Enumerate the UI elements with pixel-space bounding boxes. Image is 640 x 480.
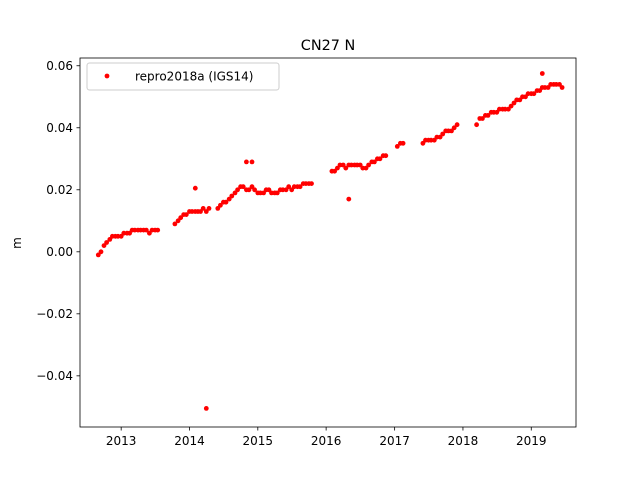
data-point (98, 249, 104, 255)
data-point (440, 131, 446, 137)
data-point (377, 156, 383, 162)
data-point (485, 113, 491, 118)
data-point (343, 165, 349, 171)
data-point (517, 97, 523, 103)
chart-title: CN27 N (301, 38, 355, 54)
axes: 2013 2014 2015 2016 2017 2018 2019 −0.04 −0.02 0.… (36, 57, 577, 448)
data-point (143, 227, 149, 233)
data-point (223, 199, 229, 205)
data-point (559, 85, 565, 90)
data-point (332, 168, 337, 174)
data-point (183, 212, 189, 218)
data-points (95, 71, 565, 411)
data-point (400, 140, 406, 146)
data-point (246, 187, 252, 193)
data-point (506, 106, 511, 112)
data-point (274, 190, 280, 196)
x-tick-label: 2016 (311, 434, 342, 448)
data-point (383, 153, 389, 159)
data-point (192, 185, 198, 191)
legend-marker (104, 73, 110, 79)
data-point (147, 230, 152, 236)
legend-label: repro2018a (IGS14) (135, 70, 253, 84)
data-point (394, 144, 400, 149)
data-point (346, 196, 352, 202)
data-point (240, 184, 246, 190)
data-point (95, 252, 101, 258)
y-tick-label: 0.00 (46, 245, 73, 259)
data-point (249, 159, 255, 165)
data-point (178, 215, 184, 221)
data-point (531, 91, 537, 97)
data-point (480, 116, 485, 121)
data-point (454, 122, 460, 128)
y-tick-label: 0.02 (46, 183, 73, 197)
data-point (297, 184, 303, 190)
data-point (203, 406, 209, 411)
data-point (539, 71, 545, 76)
data-point (449, 128, 454, 134)
data-point (451, 125, 457, 131)
data-point (286, 184, 292, 190)
y-tick-label: −0.02 (36, 307, 73, 321)
data-point (218, 202, 223, 208)
data-point (198, 209, 203, 214)
data-point (252, 187, 257, 193)
y-tick-label: −0.04 (36, 369, 73, 383)
data-point (200, 206, 206, 211)
legend-box (86, 62, 280, 91)
x-tick-label: 2014 (174, 434, 205, 448)
data-point (366, 162, 371, 168)
data-point (229, 193, 235, 199)
x-tick-label: 2017 (379, 434, 410, 448)
data-point (172, 221, 178, 227)
data-point (155, 227, 161, 233)
x-tick-label: 2019 (516, 434, 547, 448)
data-point (372, 159, 377, 165)
x-tick-label: 2015 (243, 434, 274, 448)
y-tick-label: 0.04 (46, 121, 73, 135)
data-point (206, 206, 212, 211)
plot-frame (79, 57, 577, 428)
data-point (203, 209, 209, 214)
data-point (508, 103, 514, 109)
x-tick-label: 2018 (448, 434, 479, 448)
data-point (235, 187, 241, 193)
data-point (244, 159, 249, 165)
data-point (309, 181, 314, 187)
data-point (474, 122, 479, 128)
y-tick-label: 0.06 (46, 59, 73, 73)
y-axis-label: m (10, 237, 24, 249)
data-point (511, 100, 517, 106)
legend: repro2018a (IGS14) (86, 62, 280, 91)
x-tick-label: 2013 (106, 434, 137, 448)
data-point (104, 240, 109, 245)
